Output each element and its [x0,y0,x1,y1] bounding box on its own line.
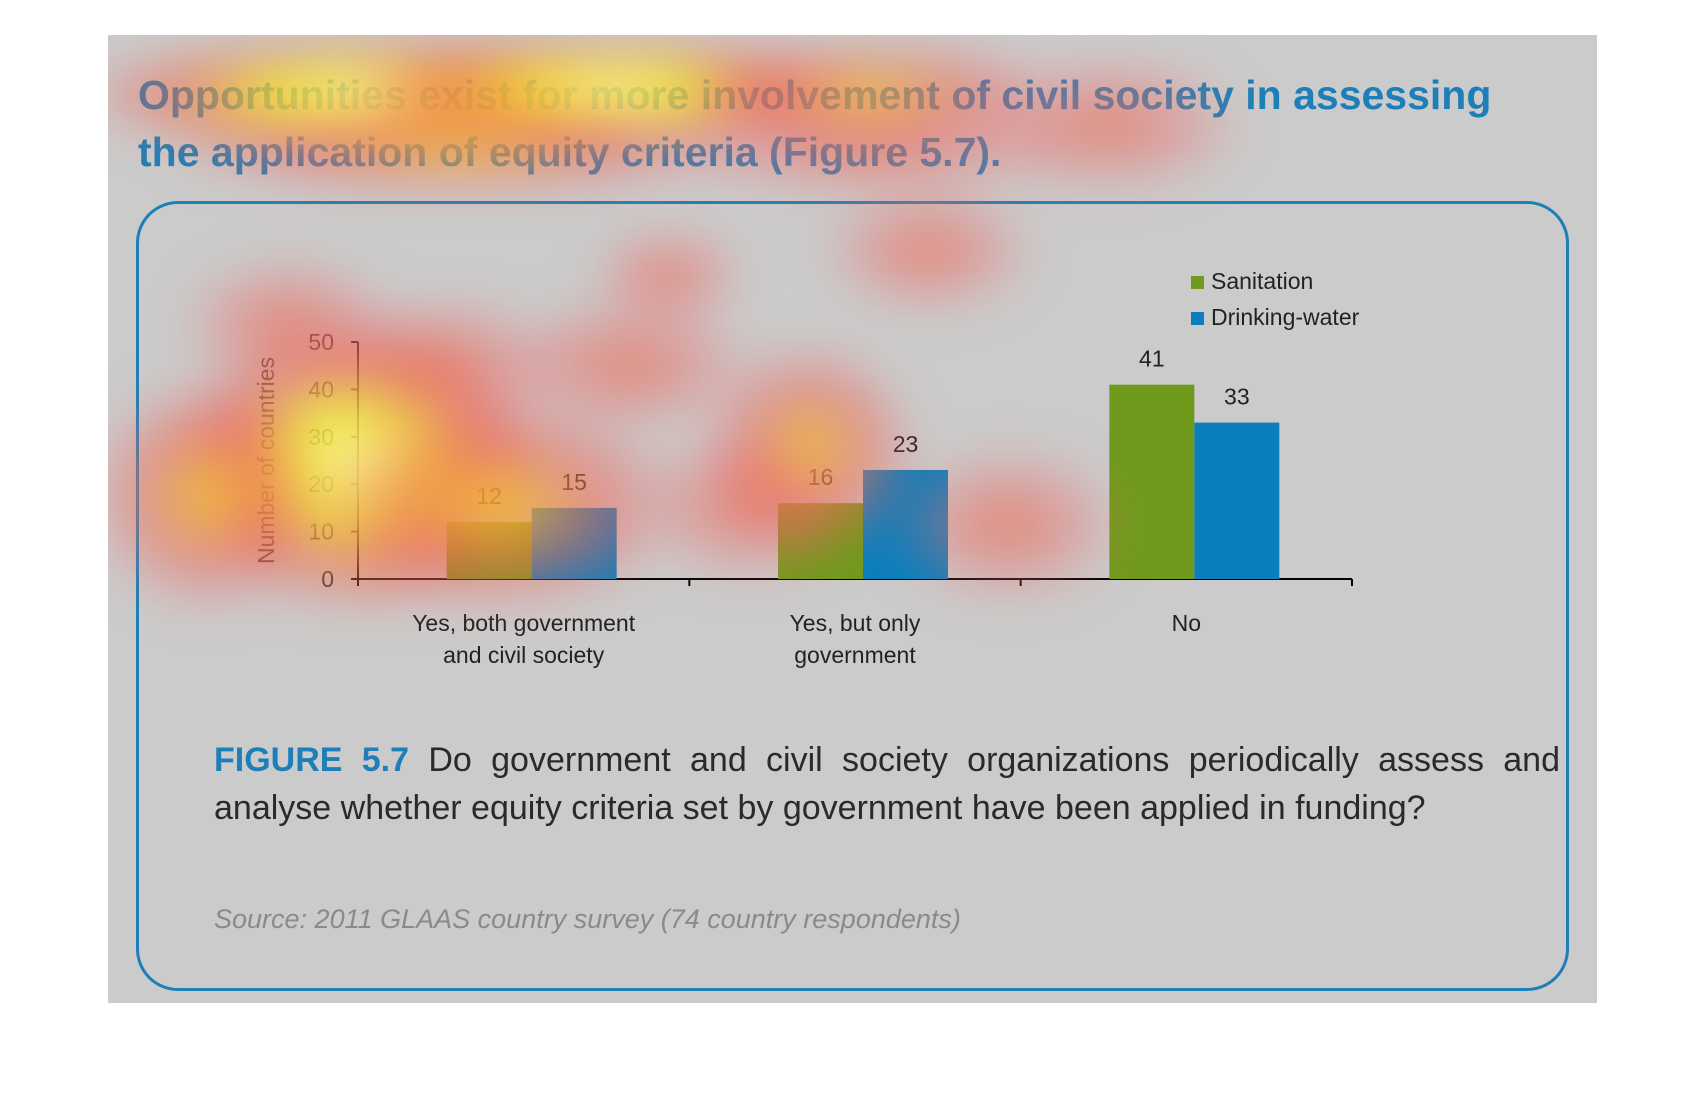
bar-drinking-water [1194,422,1280,579]
bar-chart: 0 10 20 30 40 50 Number of countries 12 15 Yes, b… [253,268,1360,668]
data-label: 33 [1224,384,1250,410]
y-tick-label: 0 [321,566,334,592]
x-category-label: Yes, both government [412,610,636,636]
x-category-label: government [794,642,916,668]
figure-caption: FIGURE 5.7 Do government and civil socie… [214,736,1560,832]
y-axis-label: Number of countries [253,357,279,564]
slide: Opportunities exist for more involvement… [108,35,1597,1003]
bar-sanitation [778,503,863,579]
bar-sanitation [446,522,532,579]
data-label: 23 [893,431,919,457]
x-category-label: No [1172,610,1201,636]
data-label: 41 [1139,346,1165,372]
legend-label: Sanitation [1211,268,1313,294]
bar-drinking-water [531,507,617,579]
data-label: 12 [476,483,502,509]
legend-label: Drinking-water [1211,304,1360,330]
data-label: 16 [808,464,834,490]
bar-drinking-water [863,469,948,579]
legend-swatch [1191,276,1204,289]
y-tick-label: 20 [308,471,334,497]
x-category-label: and civil society [443,642,605,668]
y-tick-label: 50 [308,329,334,355]
y-tick-label: 40 [308,376,334,402]
data-label: 15 [561,469,587,495]
bar-sanitation [1109,384,1195,579]
figure-caption-text: Do government and civil society organiza… [214,741,1560,827]
x-category-label: Yes, but only [790,610,921,636]
y-tick-label: 10 [308,519,334,545]
figure-panel: 0 10 20 30 40 50 Number of countries 12 15 Yes, b… [136,201,1569,991]
legend-swatch [1191,312,1204,325]
y-tick-label: 30 [308,424,334,450]
figure-label: FIGURE 5.7 [214,741,410,779]
source-note: Source: 2011 GLAAS country survey (74 co… [214,904,961,934]
headline: Opportunities exist for more involvement… [138,72,1492,175]
